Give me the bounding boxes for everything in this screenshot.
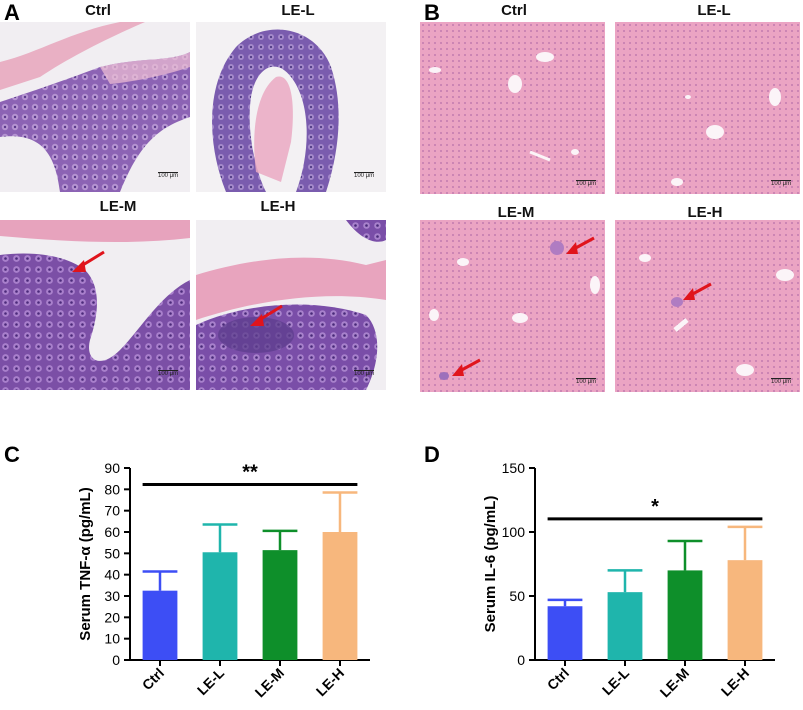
y-axis-label: Serum TNF-α (pg/mL)	[77, 487, 94, 640]
scale-bar: 100 μm	[576, 378, 597, 385]
x-tick-label: Ctrl	[544, 665, 572, 693]
panel-a-title-le-l: LE-L	[281, 2, 315, 19]
panel-a-title-le-m: LE-M	[99, 198, 137, 215]
y-tick-label: 100	[502, 524, 526, 540]
y-tick-label: 50	[104, 545, 120, 561]
panel-label-b: B	[424, 0, 440, 25]
y-tick-label: 40	[104, 567, 120, 583]
bar	[607, 592, 643, 660]
significance-marker: **	[242, 462, 258, 484]
x-tick-label: LE-L	[194, 664, 228, 698]
bar	[262, 550, 298, 660]
il6-bar-chart: 0 50 100 150 Serum IL-6 (pg/mL) Ctrl LE-L LE-M L…	[482, 460, 775, 701]
panel-label-d: D	[424, 442, 440, 467]
y-tick-label: 30	[104, 588, 120, 604]
significance-marker: *	[651, 496, 659, 518]
x-tick-label: LE-H	[718, 665, 752, 699]
liver-micrograph-le-m: 100 μm	[420, 220, 605, 392]
panel-b-title-ctrl: Ctrl	[501, 2, 527, 19]
liver-micrograph-ctrl: 100 μm	[420, 22, 605, 194]
arrow-icon	[250, 304, 283, 326]
scale-bar: 100 μm	[771, 378, 792, 385]
y-tick-label: 0	[112, 652, 120, 668]
colon-micrograph-ctrl: 100 μm	[0, 22, 190, 192]
bar	[667, 570, 703, 660]
arrow-icon	[452, 358, 481, 376]
liver-micrograph-le-h: 100 μm	[615, 220, 800, 392]
y-tick-label: 10	[104, 631, 120, 647]
y-tick-label: 60	[104, 524, 120, 540]
panel-b-title-le-m: LE-M	[497, 204, 535, 221]
arrow-icon	[72, 250, 105, 272]
panel-a-title-ctrl: Ctrl	[85, 2, 111, 19]
bar	[202, 552, 238, 660]
scale-bar: 100 μm	[771, 180, 792, 187]
bar	[727, 560, 763, 660]
liver-micrograph-le-l: 100 μm	[615, 22, 800, 194]
panel-b-title-le-h: LE-H	[687, 204, 723, 221]
panel-label-c: C	[4, 442, 20, 467]
colon-micrograph-le-l: 100 μm	[196, 22, 386, 192]
bar	[322, 532, 358, 660]
scale-bar: 100 μm	[576, 180, 597, 187]
y-tick-label: 90	[104, 460, 120, 476]
arrow-icon	[683, 282, 712, 300]
bar	[547, 606, 583, 660]
y-tick-label: 70	[104, 503, 120, 519]
panel-b-title-le-l: LE-L	[697, 2, 731, 19]
x-tick-label: LE-H	[313, 665, 347, 699]
bar	[142, 590, 178, 660]
y-tick-label: 50	[509, 588, 525, 604]
y-tick-label: 80	[104, 481, 120, 497]
x-tick-label: LE-L	[599, 664, 633, 698]
scale-bar: 100 μm	[158, 370, 179, 377]
scale-bar: 100 μm	[158, 172, 179, 179]
colon-micrograph-le-m: 100 μm	[0, 220, 190, 390]
x-tick-label: Ctrl	[139, 665, 167, 693]
y-tick-label: 0	[517, 652, 525, 668]
y-axis-label: Serum IL-6 (pg/mL)	[482, 496, 499, 633]
panel-label-a: A	[4, 0, 20, 25]
panel-a-title-le-h: LE-H	[260, 198, 296, 215]
x-tick-label: LE-M	[252, 665, 288, 701]
x-tick-label: LE-M	[657, 665, 693, 701]
y-tick-label: 150	[502, 460, 526, 476]
y-tick-label: 20	[104, 609, 120, 625]
tnf-alpha-bar-chart: 0 10 20 30 40 50 60 70 80 90 Serum TNF-α (pg/mL) Ct…	[77, 460, 370, 701]
scale-bar: 100 μm	[354, 172, 375, 179]
scale-bar: 100 μm	[354, 370, 375, 377]
colon-micrograph-le-h: 100 μm	[196, 220, 386, 390]
arrow-icon	[566, 236, 595, 254]
